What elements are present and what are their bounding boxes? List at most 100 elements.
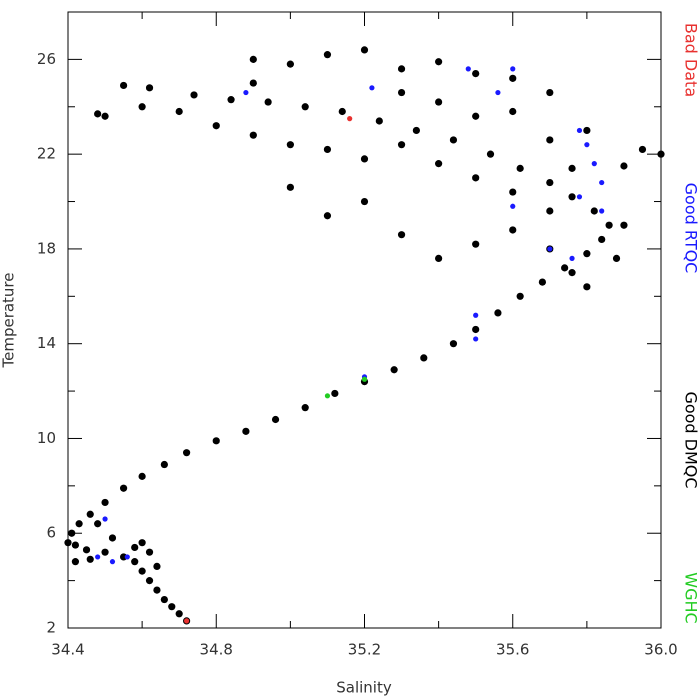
x-tick-label: 36.0: [644, 641, 677, 659]
data-point: [108, 534, 117, 542]
data-point: [64, 539, 72, 547]
data-point: [264, 98, 272, 106]
data-point: [286, 183, 294, 191]
x-tick-label: 35.6: [496, 641, 529, 659]
data-point: [331, 389, 339, 398]
data-point: [249, 55, 257, 63]
data-point: [516, 164, 524, 172]
data-point: [131, 543, 139, 552]
data-point: [435, 98, 443, 106]
data-point: [472, 325, 480, 334]
data-point: [86, 555, 94, 563]
data-point: [324, 393, 331, 399]
y-tick-label: 22: [37, 145, 56, 163]
data-point: [175, 610, 183, 618]
data-point: [338, 107, 346, 116]
data-point: [360, 197, 369, 206]
data-point: [124, 554, 130, 560]
data-point: [95, 554, 101, 560]
data-point: [583, 126, 591, 135]
data-point: [472, 112, 480, 120]
data-point: [71, 558, 80, 566]
data-point: [509, 74, 517, 82]
data-point: [94, 110, 102, 118]
x-tick-label: 34.4: [51, 641, 84, 659]
data-point: [516, 292, 524, 300]
data-point: [473, 312, 479, 318]
data-point: [472, 70, 480, 78]
data-point: [119, 81, 128, 90]
data-point: [583, 283, 591, 291]
data-point: [138, 472, 146, 480]
data-point: [576, 127, 583, 134]
data-point: [94, 520, 102, 528]
y-axis-label: Temperature: [0, 272, 18, 368]
data-point: [168, 603, 176, 611]
data-point: [360, 155, 369, 163]
data-point: [412, 126, 420, 135]
data-point: [184, 618, 190, 624]
data-point: [212, 437, 220, 445]
data-point: [435, 160, 443, 168]
data-point: [397, 231, 406, 239]
data-point: [361, 376, 368, 382]
data-point: [546, 136, 554, 144]
data-point: [160, 460, 168, 469]
data-point: [449, 340, 458, 348]
data-point: [583, 250, 591, 258]
data-point: [249, 131, 257, 139]
data-point: [494, 309, 502, 317]
data-point: [243, 89, 249, 96]
data-point: [271, 415, 280, 424]
data-point: [638, 145, 647, 154]
data-point: [212, 122, 220, 130]
data-point: [569, 255, 575, 261]
data-point: [472, 240, 480, 248]
data-point: [242, 427, 250, 435]
data-point: [449, 136, 458, 144]
y-tick-label: 6: [46, 524, 56, 542]
data-point: [568, 269, 576, 277]
data-point: [435, 254, 443, 262]
data-point: [472, 174, 480, 182]
data-point: [323, 51, 332, 59]
data-point: [568, 164, 576, 172]
data-point: [546, 178, 554, 187]
data-point: [510, 203, 516, 209]
data-point: [420, 354, 428, 362]
data-point: [547, 246, 553, 252]
data-point: [101, 498, 109, 507]
data-point: [538, 278, 547, 286]
data-point: [509, 107, 517, 116]
data-point: [369, 85, 375, 91]
data-point: [119, 484, 128, 492]
data-point: [82, 546, 91, 554]
data-point: [68, 529, 76, 537]
data-point: [138, 103, 146, 111]
data-point: [576, 194, 583, 200]
data-point: [605, 221, 613, 229]
data-point: [286, 141, 294, 149]
data-point: [620, 162, 628, 170]
data-point: [75, 520, 83, 528]
data-point: [584, 142, 590, 148]
data-point: [138, 567, 146, 575]
y-tick-label: 26: [37, 50, 56, 68]
data-point: [323, 212, 332, 220]
data-point: [561, 264, 569, 272]
data-point: [138, 539, 146, 547]
plot-frame: [67, 11, 662, 629]
data-point: [160, 595, 168, 604]
y-tick-label: 2: [46, 619, 56, 637]
data-point: [119, 553, 128, 561]
data-point: [612, 254, 621, 262]
data-point: [657, 150, 665, 158]
data-point: [145, 548, 154, 556]
data-point: [101, 112, 109, 120]
data-point: [495, 89, 501, 96]
data-point: [591, 161, 597, 167]
y-tick-label: 18: [37, 239, 56, 257]
y-tick-label: 10: [37, 429, 56, 447]
data-point: [568, 193, 576, 201]
data-point: [375, 117, 383, 125]
